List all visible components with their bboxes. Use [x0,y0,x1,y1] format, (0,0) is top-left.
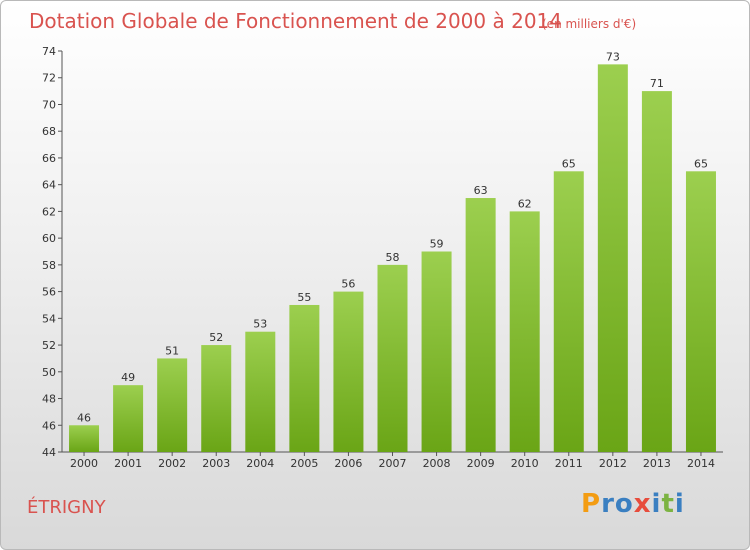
data-label: 52 [209,331,223,344]
y-tick-label: 70 [42,98,56,111]
y-tick-label: 66 [42,152,56,165]
y-tick-label: 60 [42,232,56,245]
x-tick-label: 2012 [599,457,627,470]
bar [597,64,628,452]
x-tick-label: 2008 [423,457,451,470]
y-tick-label: 68 [42,125,56,138]
logo-letter: x [633,489,652,519]
logo-letter: o [614,489,634,519]
data-label: 59 [430,238,444,251]
logo-letter: t [661,489,675,519]
y-tick-label: 54 [42,312,56,325]
bar [421,251,452,452]
x-tick-label: 2005 [290,457,318,470]
bar [377,264,408,452]
x-tick-label: 2002 [158,457,186,470]
bar [465,198,496,452]
y-tick-label: 74 [42,45,56,58]
x-tick-label: 2011 [555,457,583,470]
x-tick-label: 2009 [467,457,495,470]
y-tick-label: 58 [42,259,56,272]
proxiti-logo: Proxiti [581,489,685,519]
data-label: 55 [297,291,311,304]
data-label: 51 [165,344,179,357]
data-label: 46 [77,411,91,424]
bar [685,171,716,453]
data-label: 58 [386,251,400,264]
x-tick-label: 2004 [246,457,274,470]
chart-title: Dotation Globale de Fonctionnement de 20… [29,9,562,33]
bar [553,171,584,453]
data-label: 73 [606,50,620,63]
y-tick-label: 52 [42,339,56,352]
bar [113,385,144,452]
logo-letter: P [581,489,602,519]
y-tick-label: 46 [42,419,56,432]
bar [333,291,364,452]
x-tick-label: 2003 [202,457,230,470]
data-label: 65 [694,157,708,170]
y-tick-label: 50 [42,366,56,379]
logo-letter: i [651,489,662,519]
data-label: 63 [474,184,488,197]
x-tick-label: 2001 [114,457,142,470]
data-label: 71 [650,77,664,90]
bar [157,358,188,452]
data-label: 56 [341,278,355,291]
data-label: 62 [518,197,532,210]
bar [509,211,540,452]
x-tick-label: 2010 [511,457,539,470]
chart-subtitle: (en milliers d'€) [542,17,637,31]
x-tick-label: 2007 [379,457,407,470]
x-tick-label: 2006 [334,457,362,470]
bar [201,345,232,452]
place-name: ÉTRIGNY [27,497,106,518]
x-tick-label: 2000 [70,457,98,470]
y-tick-label: 48 [42,393,56,406]
bar [289,304,320,452]
x-tick-label: 2013 [643,457,671,470]
data-label: 53 [253,318,267,331]
y-tick-label: 64 [42,179,56,192]
y-tick-label: 56 [42,286,56,299]
y-tick-label: 44 [42,446,56,459]
y-tick-label: 62 [42,205,56,218]
logo-letter: r [601,489,615,519]
bar [245,331,276,452]
bar [641,91,672,452]
logo-letter: i [674,489,685,519]
x-tick-label: 2014 [687,457,715,470]
data-label: 49 [121,371,135,384]
bar [69,425,100,452]
data-label: 65 [562,157,576,170]
y-tick-label: 72 [42,72,56,85]
